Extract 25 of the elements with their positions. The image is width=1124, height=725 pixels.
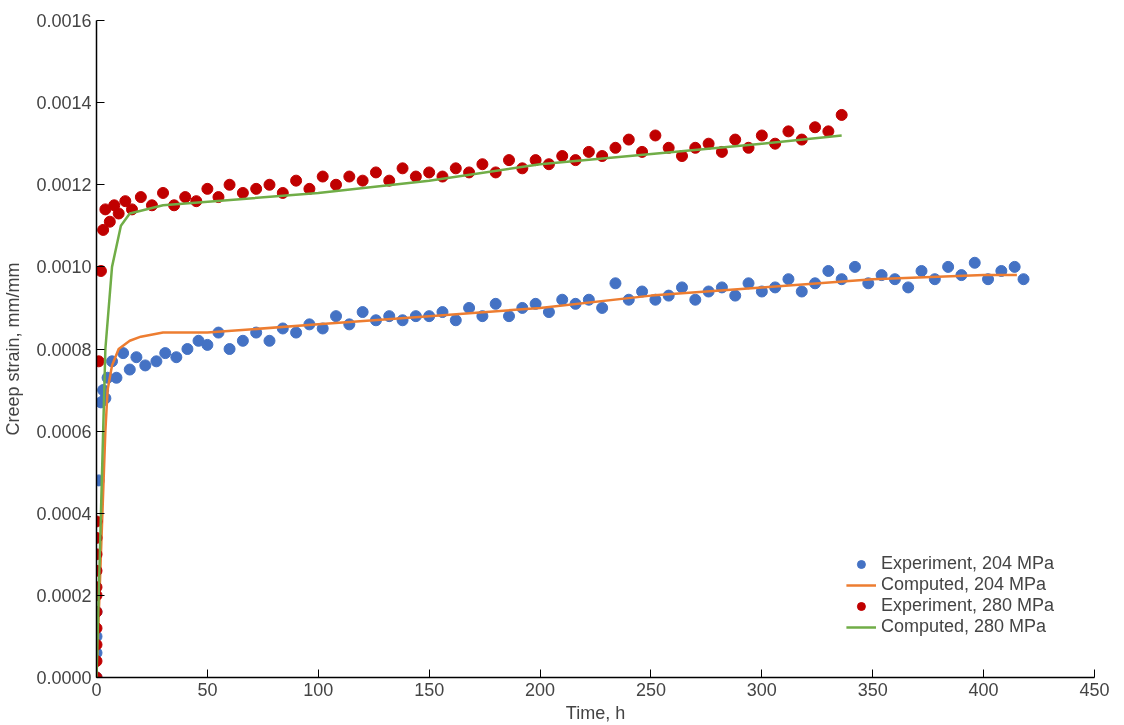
x-tick-label: 350: [857, 679, 888, 700]
y-tick-label: 0.0006: [36, 421, 92, 442]
legend-label: Experiment, 280 MPa: [880, 595, 1054, 616]
x-tick-label: 50: [197, 679, 218, 700]
x-tick-label: 150: [414, 679, 445, 700]
y-tick-label: 0.0016: [36, 11, 92, 31]
legend-label: Computed, 204 MPa: [880, 574, 1046, 595]
x-tick-label: 250: [635, 679, 666, 700]
y-tick-label: 0.0010: [36, 257, 92, 278]
x-tick-label: 300: [746, 679, 777, 700]
x-tick-label: 400: [968, 679, 999, 700]
y-tick-label: 0.0002: [36, 585, 92, 606]
x-tick-label: 450: [1079, 679, 1110, 700]
y-tick-label: 0.0008: [36, 339, 92, 360]
y-tick-label: 0.0004: [36, 503, 92, 524]
x-tick-label: 200: [525, 679, 556, 700]
y-axis-title: Creep strain, mm/mm: [3, 262, 24, 436]
y-tick-label: 0.0000: [36, 668, 92, 688]
legend-label: Experiment, 204 MPa: [880, 553, 1054, 574]
x-tick-label: 0: [91, 679, 102, 700]
y-tick-label: 0.0014: [36, 93, 92, 114]
y-tick-label: 0.0012: [36, 175, 92, 196]
legend-label: Computed, 280 MPa: [880, 616, 1046, 637]
x-tick-label: 100: [303, 679, 334, 700]
x-axis-title: Time, h: [565, 702, 626, 723]
